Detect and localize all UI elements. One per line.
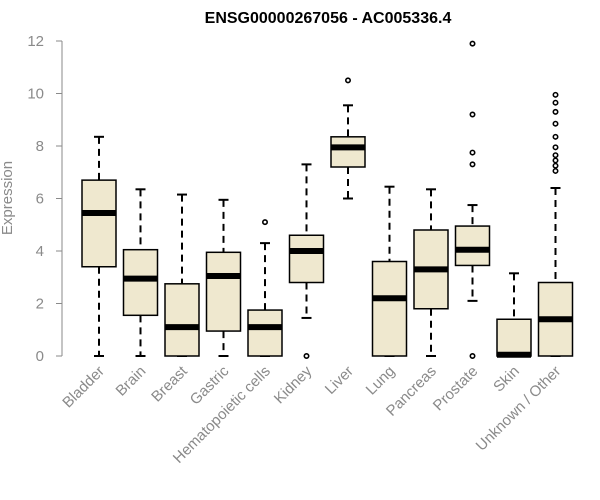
y-tick-label: 4 [36,243,44,260]
iqr-box [496,318,532,357]
outlier-point [552,152,559,159]
outlier-point [552,91,559,98]
outlier-point [552,99,559,106]
outlier-point [344,77,351,84]
box-0 [81,135,117,357]
y-tick-label: 0 [36,348,44,365]
boxes [81,40,574,359]
iqr-box [288,234,325,284]
category-label: Breast [148,362,191,405]
outlier-point [552,120,559,127]
category-label: Bladder [59,363,108,412]
category-label: Liver [322,363,357,398]
outlier-point [469,111,476,118]
iqr-box [247,309,283,357]
category-label: Brain [113,363,150,400]
y-tick-label: 10 [27,86,44,103]
chart-title: ENSG00000267056 - AC005336.4 [205,10,452,27]
iqr-box [122,248,159,317]
outlier-point [303,352,310,359]
y-tick-label: 12 [27,33,44,50]
iqr-box [454,225,491,267]
outlier-point [469,352,476,359]
y-axis: 0 2 4 6 8 10 12 [27,33,63,365]
y-tick-label: 8 [36,138,44,155]
y-axis-label: Expression [0,161,16,235]
outlier-point [469,149,476,156]
category-label: Skin [490,363,523,396]
iqr-box [371,260,408,357]
category-label: Prostate [430,363,482,415]
outlier-point [261,219,268,226]
outlier-point [552,157,559,164]
box-10 [496,272,532,358]
iqr-box [205,251,242,332]
iqr-box [81,179,117,268]
y-tick-label: 2 [36,296,44,313]
category-label: Lung [363,363,399,399]
iqr-box [164,283,200,357]
outlier-point [469,40,476,47]
outlier-point [552,108,559,115]
category-label: Kidney [271,362,316,407]
box-6 [330,77,366,200]
y-tick-label: 6 [36,191,44,208]
box-4 [247,219,283,357]
outlier-point [552,144,559,151]
box-11 [537,91,574,357]
box-3 [205,198,242,357]
box-7 [371,185,408,357]
box-2 [164,193,200,357]
outlier-point [469,161,476,168]
outlier-point [552,162,559,169]
box-1 [122,188,159,357]
outlier-point [552,133,559,140]
iqr-box [330,136,366,168]
box-5 [288,163,325,359]
box-9 [454,40,491,359]
box-8 [413,188,449,357]
outlier-point [552,167,559,174]
